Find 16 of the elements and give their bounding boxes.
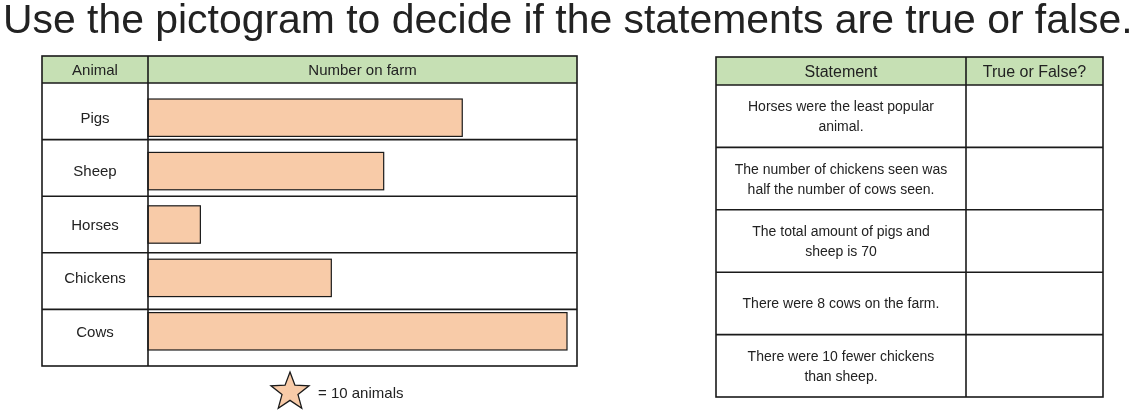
x-axis-title: Number on farm <box>308 60 417 78</box>
y-tick-label: Cows <box>76 322 114 340</box>
y-tick-label: Sheep <box>73 162 117 180</box>
text: There were 8 cows on the farm. <box>742 295 940 312</box>
y-axis-title: Animal <box>72 60 118 78</box>
category-label: Statement <box>804 62 879 80</box>
chart-title: Use the pictogram to decide if the statements are true or false. <box>3 0 1133 42</box>
y-tick-label: Chickens <box>64 269 126 287</box>
text: The number of chickens seen was half the number of cows seen. <box>734 160 948 197</box>
y-tick-label: Horses <box>71 215 119 233</box>
text: There were 10 fewer chickens than sheep. <box>747 347 935 384</box>
text: The total amount of pigs and sheep is 70 <box>752 222 930 259</box>
y-tick-label: Pigs <box>80 108 110 126</box>
text: Horses were the least popular animal. <box>748 98 935 135</box>
category-label: True or False? <box>982 62 1087 80</box>
text: = 10 animals <box>318 384 404 402</box>
